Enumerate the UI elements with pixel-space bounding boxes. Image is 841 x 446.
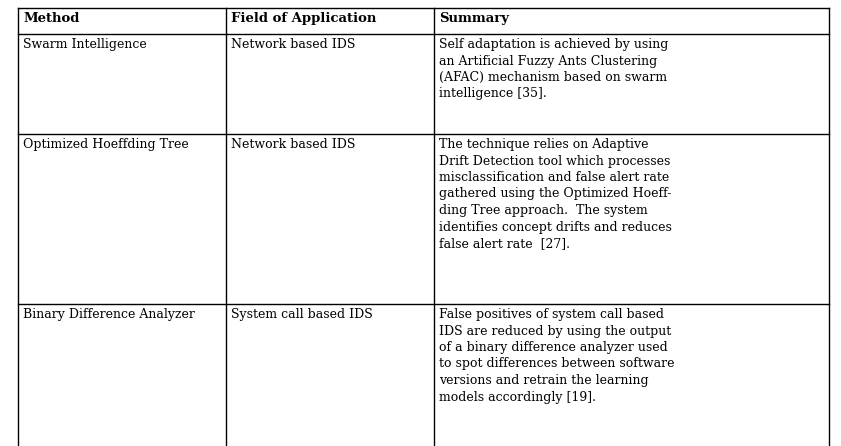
- Text: Binary Difference Analyzer: Binary Difference Analyzer: [23, 308, 195, 321]
- Text: False positives of system call based
IDS are reduced by using the output
of a bi: False positives of system call based IDS…: [439, 308, 674, 404]
- Text: Network based IDS: Network based IDS: [231, 138, 356, 151]
- Text: Field of Application: Field of Application: [231, 12, 377, 25]
- Text: Swarm Intelligence: Swarm Intelligence: [23, 38, 146, 51]
- Text: Self adaptation is achieved by using
an Artificial Fuzzy Ants Clustering
(AFAC) : Self adaptation is achieved by using an …: [439, 38, 669, 100]
- Text: System call based IDS: System call based IDS: [231, 308, 373, 321]
- Text: Method: Method: [23, 12, 79, 25]
- Text: Network based IDS: Network based IDS: [231, 38, 356, 51]
- Text: Summary: Summary: [439, 12, 509, 25]
- Text: The technique relies on Adaptive
Drift Detection tool which processes
misclassif: The technique relies on Adaptive Drift D…: [439, 138, 672, 250]
- Text: Optimized Hoeffding Tree: Optimized Hoeffding Tree: [23, 138, 188, 151]
